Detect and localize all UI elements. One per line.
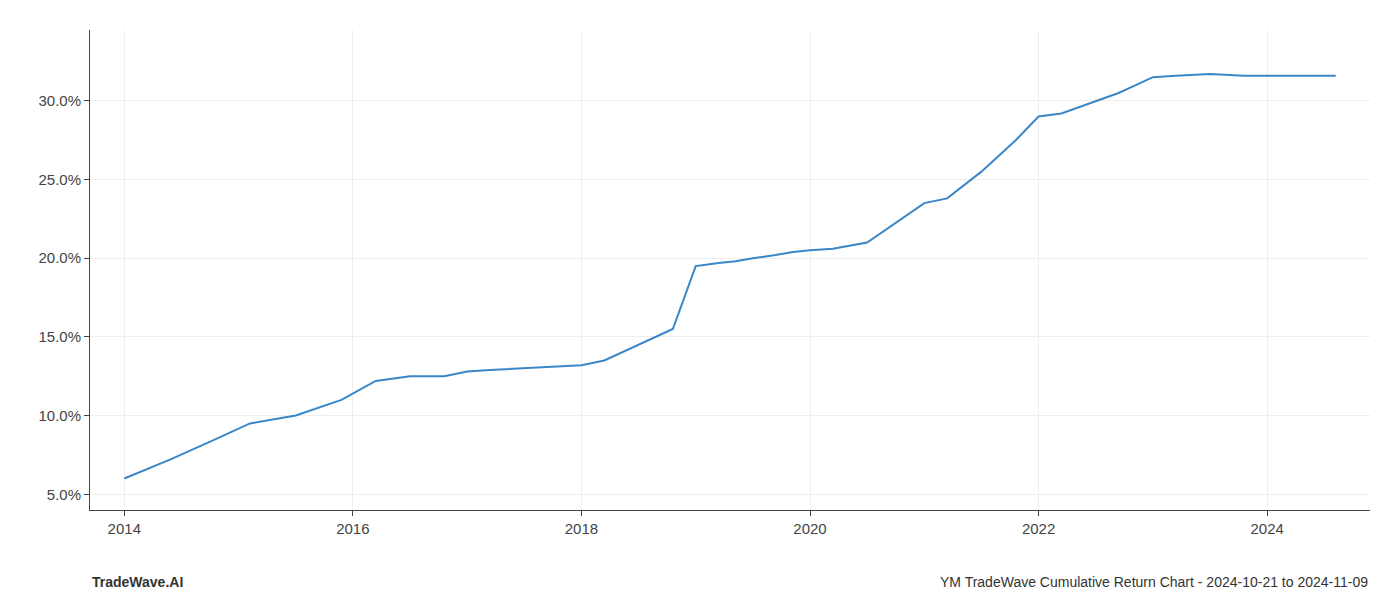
svg-text:20.0%: 20.0% (38, 249, 81, 266)
svg-text:2014: 2014 (108, 520, 141, 537)
svg-text:2022: 2022 (1022, 520, 1055, 537)
svg-text:2016: 2016 (336, 520, 369, 537)
svg-text:TradeWave.AI: TradeWave.AI (92, 574, 183, 590)
svg-text:2024: 2024 (1250, 520, 1283, 537)
svg-text:2020: 2020 (793, 520, 826, 537)
svg-text:25.0%: 25.0% (38, 171, 81, 188)
svg-text:15.0%: 15.0% (38, 328, 81, 345)
svg-text:5.0%: 5.0% (47, 486, 81, 503)
svg-text:30.0%: 30.0% (38, 92, 81, 109)
svg-text:YM TradeWave Cumulative Return: YM TradeWave Cumulative Return Chart - 2… (940, 574, 1368, 590)
svg-text:10.0%: 10.0% (38, 407, 81, 424)
svg-text:2018: 2018 (565, 520, 598, 537)
